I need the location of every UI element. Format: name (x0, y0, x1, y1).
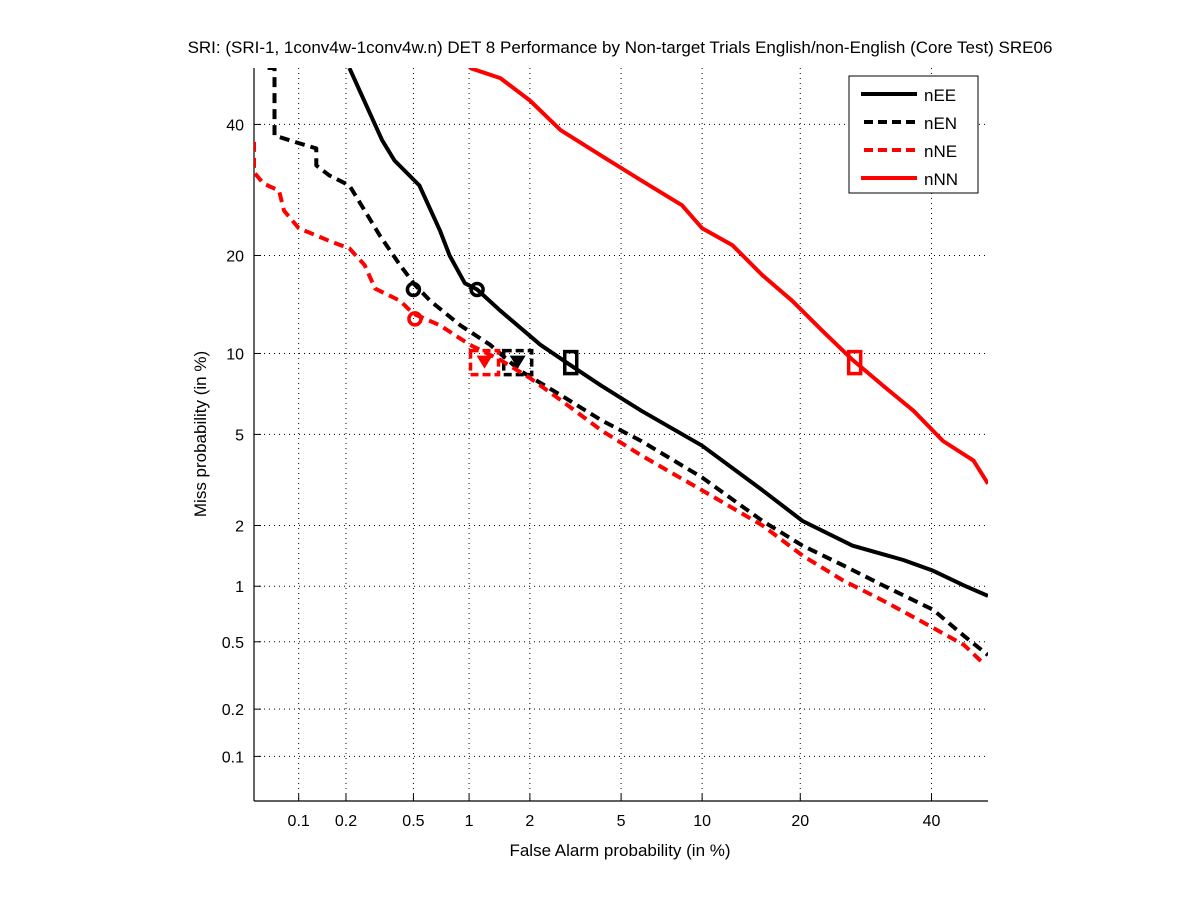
series-nEN (267, 68, 988, 657)
series-nNN (469, 68, 988, 485)
x-tick-label: 20 (791, 813, 809, 830)
y-tick-label: 20 (226, 248, 244, 265)
marker-circle-nEE (469, 281, 485, 298)
y-tick-label: 0.1 (222, 749, 244, 766)
y-tick-label: 40 (226, 117, 244, 134)
grid (254, 68, 988, 801)
series-line-nNE (254, 141, 986, 667)
series-line-nNN (469, 68, 988, 485)
x-axis-ticks: 0.1 0.2 0.5 1 2 5 10 20 40 (288, 794, 941, 830)
y-tick-label: 10 (226, 346, 244, 363)
x-tick-label: 2 (525, 813, 534, 830)
y-tick-label: 1 (235, 579, 244, 596)
x-tick-label: 0.1 (288, 813, 310, 830)
y-tick-label: 0.2 (222, 702, 244, 719)
y-axis-ticks: 0.1 0.2 0.5 1 2 5 10 20 40 (222, 117, 261, 766)
chart-title: SRI: (SRI-1, 1conv4w-1conv4w.n) DET 8 Pe… (188, 38, 1053, 57)
marker-circle-nNE (407, 311, 423, 327)
series-line-nEN (267, 68, 988, 657)
legend-label-nEE: nEE (924, 86, 956, 105)
marker-circle-nEN (405, 281, 422, 298)
y-tick-label: 5 (235, 427, 244, 444)
legend-label-nNE: nNE (924, 142, 957, 161)
series-nNE (254, 141, 986, 667)
y-tick-label: 2 (235, 518, 244, 535)
series-group (254, 68, 988, 667)
series-line-nEE (347, 68, 988, 598)
series-nEE (347, 68, 988, 598)
legend-label-nEN: nEN (924, 114, 957, 133)
legend-label-nNN: nNN (924, 170, 958, 189)
marker-triangle-nNE (476, 355, 493, 369)
x-tick-label: 1 (465, 813, 474, 830)
y-axis-label: Miss probability (in %) (191, 351, 210, 517)
marker-square-nEE (562, 349, 579, 376)
x-tick-label: 10 (693, 813, 711, 830)
x-tick-label: 40 (923, 813, 941, 830)
marker-square-nNE (468, 348, 501, 377)
legend: nEE nEN nNE nNN (848, 75, 979, 194)
x-tick-label: 0.5 (402, 813, 424, 830)
marker-square-nNN (846, 349, 863, 376)
x-axis-label: False Alarm probability (in %) (509, 841, 730, 860)
marker-triangle-nEN (509, 355, 526, 369)
x-tick-label: 5 (617, 813, 626, 830)
y-tick-label: 0.5 (222, 635, 244, 652)
x-tick-label: 0.2 (335, 813, 357, 830)
